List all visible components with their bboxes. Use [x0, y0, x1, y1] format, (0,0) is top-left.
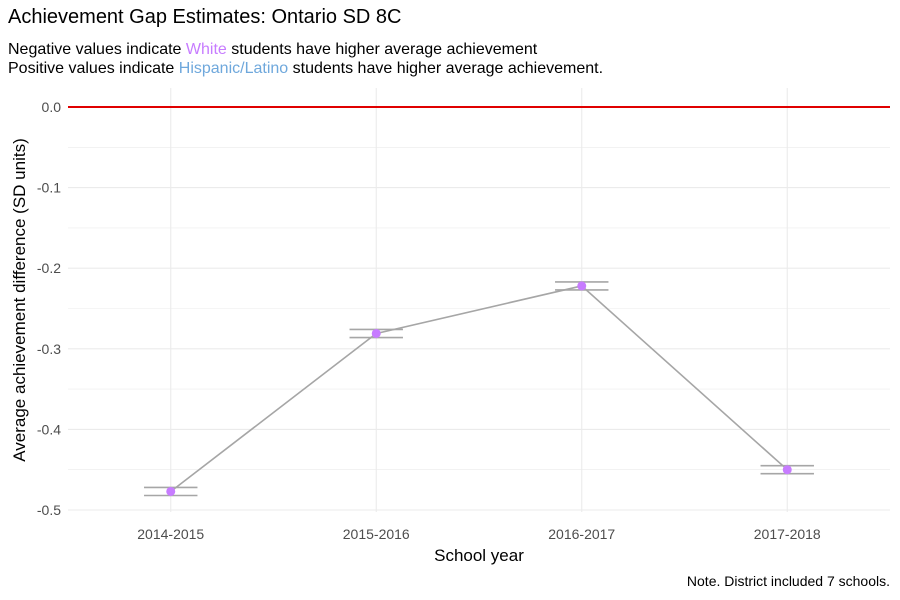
subtitle-line-2-suffix: students have higher average achievement…	[288, 60, 604, 77]
series-line	[170, 285, 788, 493]
subtitle-line-2: Positive values indicate Hispanic/Latino…	[8, 60, 603, 78]
data-point	[782, 465, 792, 475]
data-point	[577, 281, 587, 291]
y-tick-label: -0.4	[37, 421, 61, 437]
y-axis-title: Average achievement difference (SD units…	[10, 138, 29, 462]
subtitle-line-1-prefix: Negative values indicate	[8, 41, 186, 58]
grid-lines	[68, 88, 890, 512]
x-axis-title: School year	[434, 546, 524, 565]
subtitle-line-1-suffix: students have higher average achievement	[226, 41, 538, 58]
x-tick-label: 2017-2018	[754, 526, 821, 542]
subtitle-white-group: White	[185, 41, 227, 58]
x-tick-label: 2014-2015	[137, 526, 204, 542]
x-tick-label: 2016-2017	[548, 526, 615, 542]
data-point	[371, 328, 381, 338]
subtitle-line-2-prefix: Positive values indicate	[8, 60, 179, 77]
y-tick-label: -0.2	[37, 260, 61, 276]
y-tick-label: 0.0	[42, 99, 62, 115]
subtitle-hispanic-group: Hispanic/Latino	[178, 60, 289, 77]
y-tick-label: -0.1	[37, 180, 61, 196]
chart-title: Achievement Gap Estimates: Ontario SD 8C	[8, 6, 402, 28]
x-tick-label: 2015-2016	[343, 526, 410, 542]
y-tick-label: -0.5	[37, 502, 61, 518]
y-tick-label: -0.3	[37, 341, 61, 357]
data-point	[166, 486, 176, 496]
footnote: Note. District included 7 schools.	[686, 573, 890, 589]
subtitle-line-1: Negative values indicate White students …	[8, 41, 537, 59]
